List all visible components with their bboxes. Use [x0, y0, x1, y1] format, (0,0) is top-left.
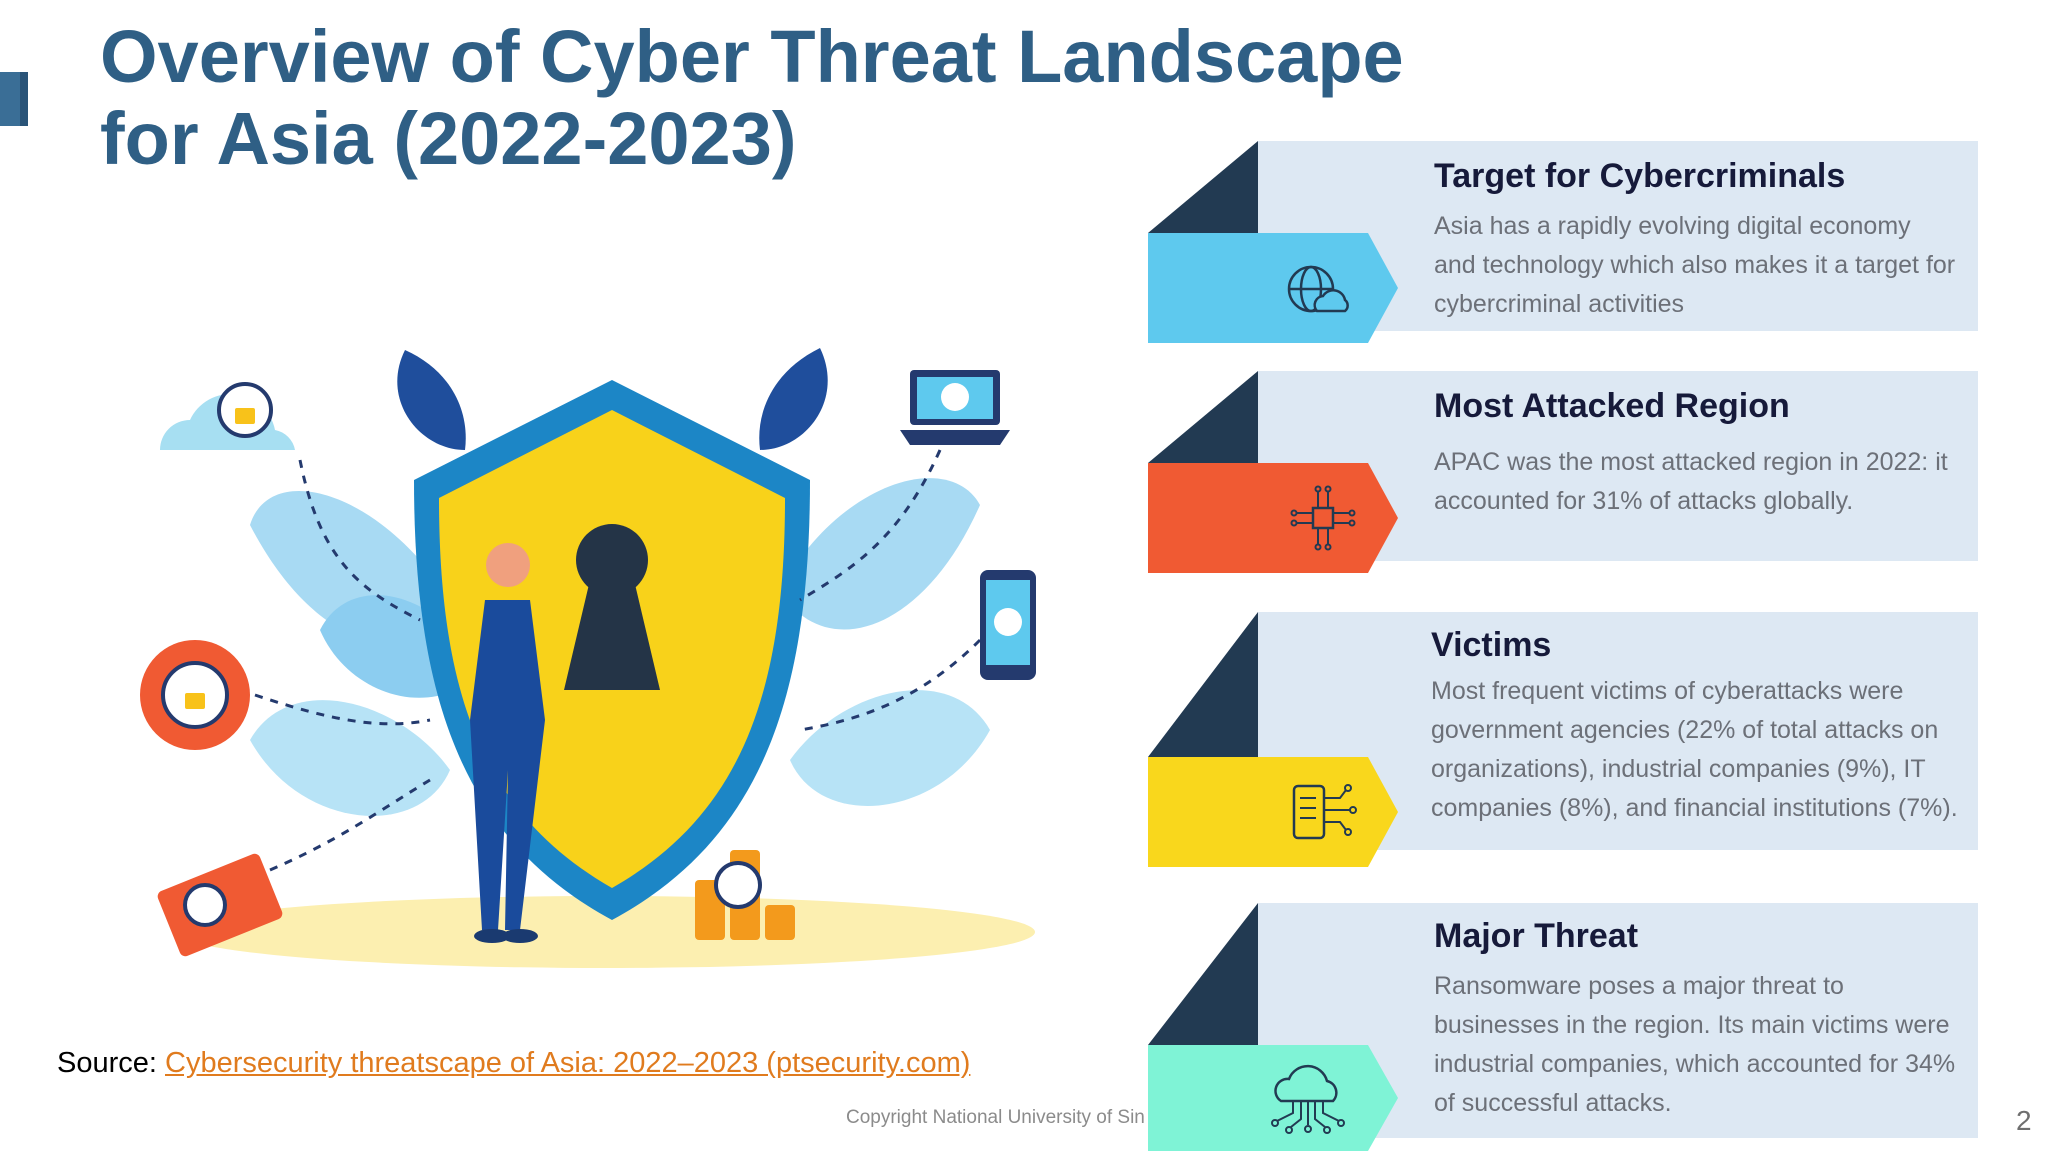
card-dark-corner	[1148, 903, 1258, 1045]
card-heading: Target for Cybercriminals	[1434, 157, 1846, 195]
card-dark-corner	[1148, 612, 1258, 757]
digital-document-icon	[1292, 784, 1357, 840]
card-text: Victims Most frequent victims of cyberat…	[1431, 624, 1958, 828]
card-heading: Victims	[1431, 626, 1552, 664]
card-heading: Most Attacked Region	[1434, 387, 1790, 425]
source-citation: Source: Cybersecurity threatscape of Asi…	[57, 1047, 970, 1080]
cloud-network-icon	[1271, 1064, 1345, 1134]
card-body: Ransomware poses a major threat to busin…	[1434, 972, 1956, 1117]
card-color-tab	[1148, 233, 1398, 343]
title-accent-bar	[0, 72, 28, 126]
slide-title: Overview of Cyber Threat Landscape for A…	[100, 16, 1500, 180]
cybersecurity-illustration	[140, 348, 1036, 968]
title-line-1: Overview of Cyber Threat Landscape	[100, 15, 1404, 98]
page-number: 2	[2016, 1105, 2032, 1136]
card-body: Most frequent victims of cyberattacks we…	[1431, 677, 1958, 822]
card-text: Major Threat Ransomware poses a major th…	[1434, 915, 1958, 1123]
card-victims: Victims Most frequent victims of cyberat…	[1148, 612, 1978, 867]
card-color-tab	[1148, 757, 1398, 867]
card-body: APAC was the most attacked region in 202…	[1434, 448, 1948, 515]
card-most-attacked-region: Most Attacked Region APAC was the most a…	[1148, 371, 1978, 573]
card-dark-corner	[1148, 371, 1258, 463]
circuit-chip-icon	[1290, 485, 1356, 551]
card-heading: Major Threat	[1434, 917, 1639, 955]
card-dark-corner	[1148, 141, 1258, 233]
card-color-tab	[1148, 1045, 1398, 1151]
source-label: Source:	[57, 1047, 165, 1079]
source-link[interactable]: Cybersecurity threatscape of Asia: 2022–…	[165, 1047, 971, 1079]
card-color-tab	[1148, 463, 1398, 573]
globe-cloud-icon	[1287, 265, 1349, 313]
card-major-threat: Major Threat Ransomware poses a major th…	[1148, 903, 1978, 1153]
card-body: Asia has a rapidly evolving digital econ…	[1434, 212, 1956, 318]
copyright-notice: Copyright National University of Sin	[846, 1107, 1145, 1128]
card-text: Target for Cybercriminals Asia has a rap…	[1434, 155, 1958, 324]
title-line-2: for Asia (2022-2023)	[100, 97, 797, 180]
card-text: Most Attacked Region APAC was the most a…	[1434, 385, 1958, 521]
card-target-for-cybercriminals: Target for Cybercriminals Asia has a rap…	[1148, 141, 1978, 343]
